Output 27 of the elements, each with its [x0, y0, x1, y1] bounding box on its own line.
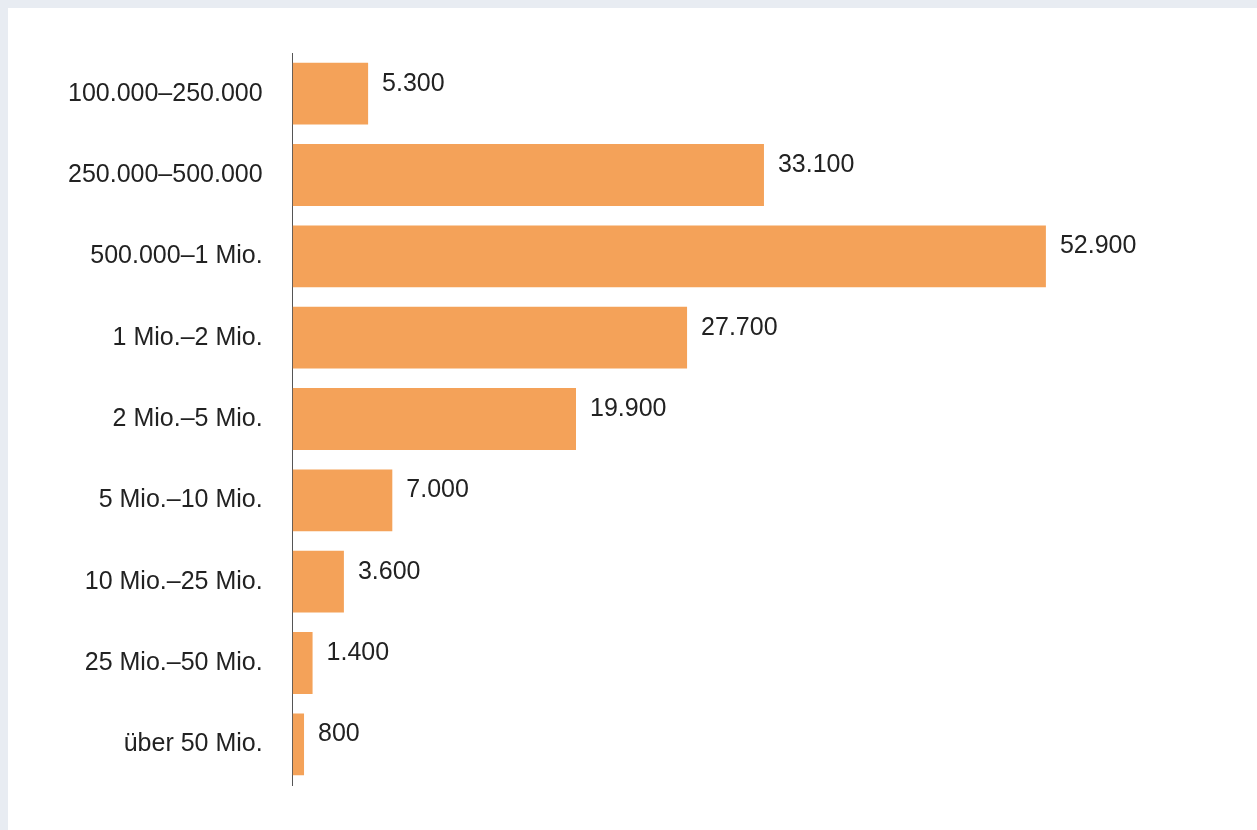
data-label: 7.000 [406, 474, 469, 503]
data-label: 800 [318, 718, 360, 747]
y-tick-label: 100.000–250.000 [67, 77, 263, 106]
bar [292, 550, 344, 613]
bar [292, 306, 688, 369]
bar [292, 388, 576, 450]
bar [292, 713, 305, 776]
y-tick-label: 250.000–500.000 [67, 158, 263, 187]
y-tick-label: 10 Mio.–25 Mio. [84, 565, 263, 594]
bar [292, 632, 313, 694]
data-label: 27.700 [701, 311, 778, 340]
y-tick-label: über 50 Mio. [123, 728, 263, 757]
data-label: 5.300 [382, 67, 445, 96]
y-tick-label: 5 Mio.–10 Mio. [98, 484, 263, 513]
data-label: 19.900 [590, 392, 667, 421]
data-label: 33.100 [777, 148, 855, 177]
y-tick-label: 25 Mio.–50 Mio. [84, 646, 263, 675]
data-label: 3.600 [357, 555, 421, 584]
data-label: 1.400 [326, 636, 390, 665]
y-tick-label: 500.000–1 Mio. [90, 240, 263, 269]
y-tick-label: 2 Mio.–5 Mio. [112, 402, 263, 431]
bar [292, 144, 764, 206]
bar [292, 225, 1046, 288]
bar [292, 62, 369, 125]
bar [292, 469, 393, 532]
y-tick-label: 1 Mio.–2 Mio. [112, 321, 263, 350]
data-label: 52.900 [1059, 230, 1137, 259]
